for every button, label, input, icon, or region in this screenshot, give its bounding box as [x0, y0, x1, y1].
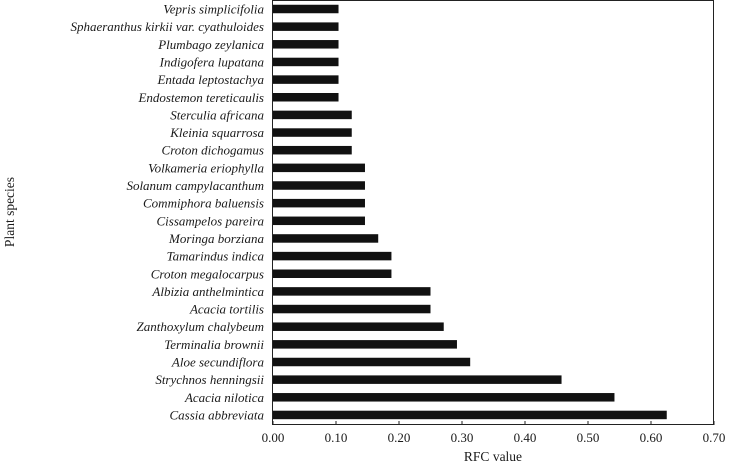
- category-label: Cassia abbreviata: [170, 407, 265, 422]
- category-label: Indigofera lupatana: [159, 54, 265, 69]
- category-label: Commiphora baluensis: [143, 196, 264, 211]
- category-label: Aloe secundiflora: [171, 355, 265, 370]
- bar: [273, 128, 352, 137]
- bar: [273, 251, 392, 261]
- bar: [273, 163, 365, 173]
- bar: [273, 393, 615, 402]
- x-axis-ticks: 0.00 0.10 0.20 0.30 0.40 0.50 0.60 0.70: [262, 421, 726, 445]
- x-tick-label: 0.60: [640, 430, 663, 445]
- category-label: Acacia nilotica: [184, 390, 265, 405]
- x-tick-label: 0.50: [577, 430, 600, 445]
- category-label: Acacia tortilis: [189, 302, 264, 317]
- category-label: Kleinia squarrosa: [169, 125, 264, 140]
- category-labels: Vepris simplicifolia Sphaeranthus kirkii …: [70, 2, 264, 423]
- bar: [273, 93, 339, 102]
- bar: [273, 40, 339, 49]
- x-tick-label: 0.00: [262, 430, 285, 445]
- bar: [273, 410, 667, 420]
- category-label: Albizia anthelmintica: [151, 284, 264, 299]
- category-label: Terminalia brownii: [164, 337, 264, 352]
- x-tick-label: 0.10: [325, 430, 348, 445]
- category-label: Croton dichogamus: [162, 143, 264, 158]
- bar: [273, 22, 339, 31]
- x-tick-label: 0.70: [703, 430, 726, 445]
- category-label: Cissampelos pareira: [157, 213, 265, 228]
- bar: [273, 110, 352, 120]
- bar: [273, 57, 339, 67]
- category-label: Sphaeranthus kirkii var. cyathuloides: [70, 19, 264, 34]
- category-label: Strychnos henningsii: [155, 372, 264, 387]
- bar: [273, 4, 339, 14]
- category-label: Volkameria eriophylla: [148, 160, 264, 175]
- x-axis-title: RFC value: [464, 449, 522, 464]
- bar: [273, 304, 431, 314]
- bar: [273, 287, 431, 296]
- bar: [273, 75, 339, 84]
- plot-frame: [272, 0, 714, 425]
- category-label: Moringa borziana: [168, 231, 264, 246]
- bar: [273, 322, 444, 331]
- bar: [273, 357, 471, 367]
- category-label: Zanthoxylum chalybeum: [137, 319, 264, 334]
- category-label: Plumbago zeylanica: [157, 37, 264, 52]
- category-label: Entada leptostachya: [156, 72, 264, 87]
- category-label: Croton megalocarpus: [151, 266, 264, 281]
- bar: [273, 198, 365, 208]
- category-label: Tamarindus indica: [167, 249, 265, 264]
- bar: [273, 269, 392, 278]
- x-tick-label: 0.20: [388, 430, 411, 445]
- category-label: Endostemon tereticaulis: [137, 90, 264, 105]
- category-label: Vepris simplicifolia: [163, 2, 264, 17]
- bar: [273, 340, 457, 349]
- bar: [273, 234, 379, 243]
- bar: [273, 375, 562, 384]
- category-label: Sterculia africana: [170, 107, 264, 122]
- bar: [273, 216, 365, 226]
- x-tick-label: 0.40: [514, 430, 537, 445]
- y-axis-title: Plant species: [2, 177, 17, 247]
- bar: [273, 181, 365, 190]
- category-label: Solanum campylacanthum: [126, 178, 264, 193]
- x-tick-label: 0.30: [451, 430, 474, 445]
- bar: [273, 145, 352, 155]
- bars-group: [273, 4, 667, 420]
